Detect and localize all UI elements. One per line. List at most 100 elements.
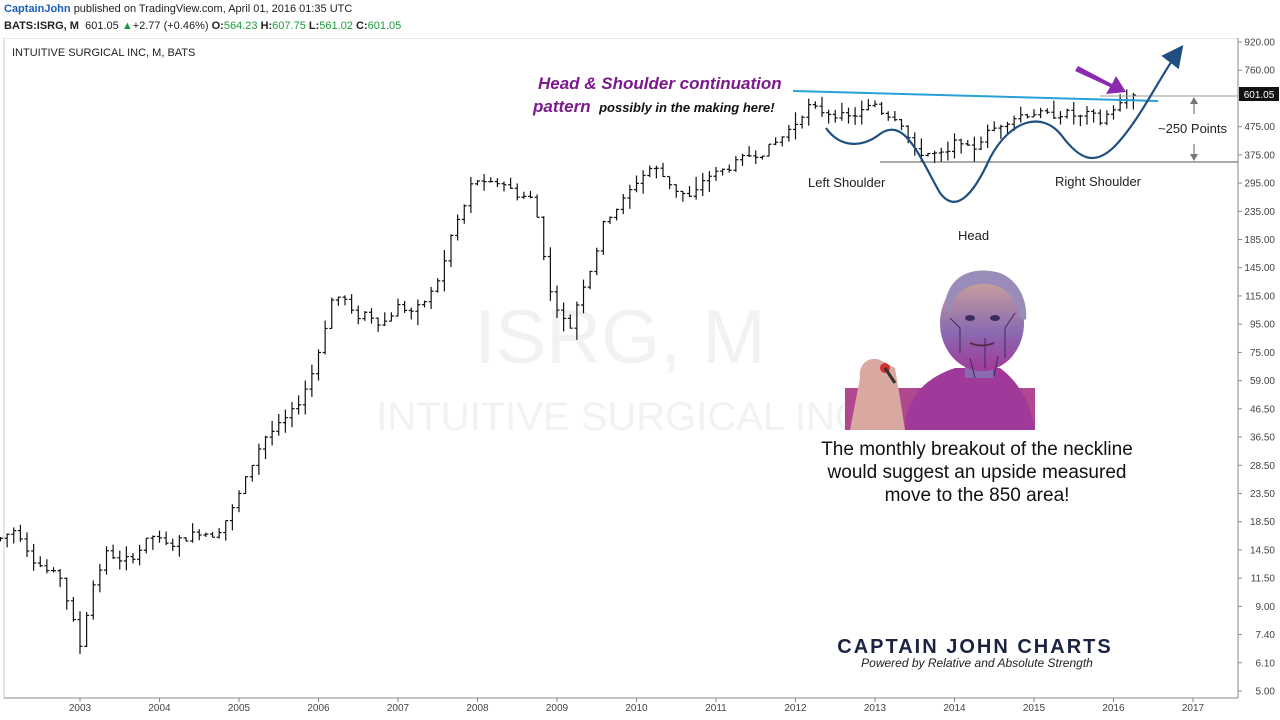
brand-logo: CAPTAIN JOHN CHARTS [837, 636, 1112, 658]
ohlc-bar [1005, 121, 1010, 135]
ohlc-bar [322, 320, 328, 355]
ohlc-bar [779, 136, 785, 147]
ohlc-bar [521, 191, 527, 199]
ohlc-bar [329, 297, 335, 330]
time-tick-label: 2014 [943, 703, 966, 714]
watermark-symbol: ISRG, M [474, 295, 765, 380]
ohlc-bar [759, 155, 765, 160]
ohlc-bar [415, 299, 421, 326]
price-tick-label: 6.10 [1256, 658, 1276, 669]
low-value: 561.02 [319, 20, 353, 32]
ohlc-bar [706, 171, 712, 193]
ohlc-bar [150, 535, 156, 550]
ohlc-bar [528, 190, 533, 199]
ohlc-bar [1097, 109, 1103, 126]
ohlc-bar [991, 121, 997, 132]
time-tick-label: 2007 [387, 703, 410, 714]
price-tick-label: 75.00 [1250, 348, 1275, 359]
ohlc-bar [468, 176, 474, 214]
ohlc-bar [574, 301, 580, 340]
ohlc-bar [1024, 113, 1030, 119]
ohlc-bar [826, 109, 832, 124]
high-label: H: [260, 20, 273, 32]
ohlc-bar [110, 544, 116, 559]
pattern-rest: possibly in the making here! [598, 100, 775, 115]
ohlc-bar [667, 175, 673, 190]
ohlc-bar [1031, 109, 1037, 118]
ohlc-bar [157, 530, 162, 543]
ohlc-bars [0, 89, 1136, 655]
price-tick-label: 18.50 [1250, 517, 1275, 528]
ohlc-bar [547, 247, 553, 301]
ohlc-bar [31, 543, 37, 571]
low-label: L: [308, 20, 320, 32]
ohlc-bar [1018, 106, 1024, 123]
ohlc-bar [653, 165, 659, 179]
time-tick-label: 2010 [625, 703, 648, 714]
price-chart[interactable]: ISRG, M INTUITIVE SURGICAL INC INTUITIVE… [0, 38, 1280, 720]
price-tick-label: 475.00 [1244, 122, 1275, 133]
ohlc-bar [594, 247, 600, 276]
ohlc-bar [680, 190, 686, 202]
ohlc-bar [832, 109, 838, 123]
ohlc-bar [90, 580, 96, 620]
ohlc-bar [872, 100, 878, 108]
time-axis[interactable]: 2003 2004 2005 2006 2007 2008 2009 2010 2011 2012… [69, 698, 1205, 714]
ohlc-bar [461, 204, 467, 224]
ohlc-bar [428, 286, 434, 310]
ohlc-bar [488, 177, 494, 183]
publish-line: CaptainJohn published on TradingView.com… [4, 3, 352, 15]
up-triangle-icon: ▲ [121, 20, 133, 32]
ohlc-bar [4, 533, 10, 548]
ohlc-bar [176, 535, 182, 557]
ohlc-bar [892, 110, 898, 122]
ohlc-bar [408, 307, 414, 320]
ohlc-bar [753, 150, 759, 164]
ohlc-bar [388, 312, 394, 322]
price-tick-label: 11.50 [1251, 574, 1276, 585]
left-shoulder-label: Left Shoulder [808, 175, 886, 190]
ohlc-bar [713, 166, 719, 181]
ohlc-bar [740, 153, 745, 166]
ohlc-bar [362, 311, 368, 321]
ohlc-bar [945, 141, 951, 161]
price-axis[interactable]: 920.00 760.00 475.00 375.00 295.00 235.00 185.… [1238, 38, 1275, 698]
price-tick-label: 95.00 [1250, 320, 1275, 331]
ohlc-bar [1104, 110, 1110, 126]
time-tick-label: 2015 [1023, 703, 1046, 714]
ohlc-bar [57, 569, 63, 588]
ohlc-bar [673, 184, 679, 198]
ohlc-bar [455, 214, 461, 241]
ohlc-bar [852, 107, 858, 125]
ohlc-bar [1117, 94, 1123, 112]
ohlc-bar [925, 152, 931, 157]
ohlc-bar [514, 183, 520, 201]
price-tick-label: 28.50 [1250, 461, 1275, 472]
time-tick-label: 2006 [307, 703, 330, 714]
price-tick-label: 760.00 [1244, 66, 1275, 77]
ohlc-bar [647, 165, 653, 178]
ohlc-bar [11, 527, 17, 544]
ohlc-bar [581, 279, 586, 314]
ohlc-bar [282, 409, 288, 433]
author-link[interactable]: CaptainJohn [4, 3, 71, 15]
price-tick-label: 115.00 [1245, 291, 1275, 302]
ohlc-bar [806, 98, 812, 126]
ohlc-bar [97, 563, 103, 593]
high-value: 607.75 [272, 20, 306, 32]
ohlc-bar [137, 544, 143, 566]
commentary-line-3: move to the 850 area! [885, 485, 1070, 506]
ohlc-bar [289, 401, 295, 428]
ohlc-bar [130, 553, 136, 564]
ohlc-bar [263, 435, 268, 460]
plot-frame [3, 38, 1239, 699]
ohlc-bar [938, 147, 944, 162]
chart-title: INTUITIVE SURGICAL INC, M, BATS [12, 47, 195, 59]
ohlc-bar [812, 101, 818, 109]
time-tick-label: 2005 [228, 703, 251, 714]
head-shoulders-curve [825, 44, 1184, 203]
ohlc-bar [24, 532, 30, 557]
time-tick-label: 2003 [69, 703, 92, 714]
ohlc-bar [395, 298, 401, 317]
ohlc-bar [1051, 100, 1057, 119]
